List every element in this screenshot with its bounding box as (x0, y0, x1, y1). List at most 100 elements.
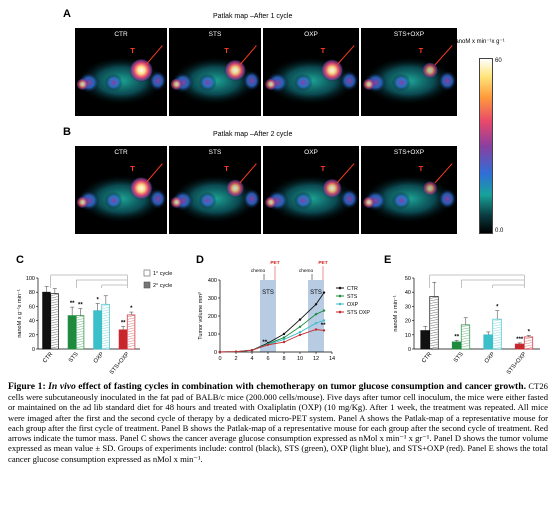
y-axis-label: nanoM x min⁻¹ (393, 295, 399, 331)
data-point (282, 336, 286, 339)
bar-hatch (461, 342, 470, 345)
bar-hatch (51, 323, 58, 326)
panel-b-title: Patlak map –After 2 cycle (213, 131, 293, 138)
pet-group-label: CTR (114, 31, 128, 38)
bar-hatch (493, 344, 501, 347)
bar-hatch (51, 298, 58, 301)
bar-sts-oxp-1 (118, 329, 128, 350)
data-point (322, 329, 326, 332)
bar-sts-oxp-1 (514, 343, 525, 350)
pet-label: PET (318, 260, 327, 266)
pet-image-a-4: STS+OXP T (361, 28, 457, 116)
x-tick-label: 0 (218, 356, 221, 362)
bar-hatch (102, 322, 109, 324)
bar-hatch (51, 328, 58, 331)
significance-mark: ** (321, 323, 326, 329)
data-point (322, 319, 326, 322)
y-tick-label: 100 (208, 332, 217, 338)
comparison-bracket (461, 279, 525, 288)
bar-hatch (76, 325, 84, 328)
bar-hatch (51, 308, 58, 311)
bar-hatch (524, 344, 533, 347)
bar-hatch (51, 333, 58, 336)
bar-hatch (430, 309, 438, 312)
bar-hatch (102, 337, 109, 339)
panel-d-letter: D (196, 254, 204, 266)
pet-scan-rendering (264, 163, 359, 224)
tumor-marker: T (418, 45, 424, 55)
tumor-marker: T (224, 163, 229, 173)
bar-hatch (430, 314, 438, 317)
bar-hatch (430, 319, 438, 322)
pet-group-label: CTR (114, 149, 128, 156)
bar-hatch (102, 324, 109, 327)
fasting-interval (260, 280, 276, 352)
data-point (234, 350, 238, 353)
y-axis-label: Tumor volume mm³ (198, 292, 204, 340)
bar-hatch (102, 319, 109, 322)
bar-hatch (493, 341, 501, 344)
data-point (298, 318, 302, 321)
x-tick-label: STS+OXP (109, 351, 131, 376)
bar-hatch (524, 347, 533, 350)
bar-hatch (430, 344, 438, 347)
significance-mark: ** (454, 334, 459, 340)
bar-hatch (102, 339, 109, 342)
caption-title: effect of fasting cycles in combination … (78, 381, 526, 392)
significance-mark: * (528, 330, 531, 336)
series-line-sts-oxp (219, 329, 325, 353)
bar-hatch (430, 296, 438, 299)
bar-hatch (51, 338, 58, 341)
data-point (298, 331, 302, 334)
pet-image-a-3: OXP T (263, 28, 359, 116)
pet-scan-rendering (76, 45, 167, 106)
bar-hatch (51, 303, 58, 306)
x-tick-label: 6 (266, 356, 269, 362)
legend-label: STS OXP (347, 310, 370, 316)
bar-hatch (524, 337, 533, 340)
bar-hatch (102, 342, 109, 344)
data-point (314, 328, 318, 331)
bar-hatch (430, 326, 438, 329)
data-point (314, 313, 318, 316)
bar-sts-1 (67, 315, 77, 350)
bar-hatch (430, 321, 438, 324)
bar-hatch (493, 321, 501, 324)
x-tick-label: CTR (421, 351, 433, 364)
fasting-label: STS (310, 290, 322, 296)
bar-hatch (127, 315, 135, 318)
y-axis-label: nanoM x g⁻¹x min⁻¹ (17, 289, 23, 337)
y-tick-label: 10 (405, 333, 411, 339)
tumor-marker: T (320, 163, 326, 173)
bar-hatch (430, 346, 438, 349)
panel-c-letter: C (16, 254, 24, 266)
bar-hatch (461, 335, 470, 338)
bar-hatch (76, 323, 84, 326)
x-tick-label: 8 (282, 356, 285, 362)
legend-marker (338, 294, 342, 298)
data-point (218, 350, 222, 354)
comparison-bracket (492, 284, 525, 288)
bar-hatch (493, 346, 501, 349)
bar-hatch (76, 338, 84, 341)
pet-image-b-2: STS T (169, 146, 261, 234)
bar-hatch (461, 332, 470, 335)
pet-scan-rendering (170, 163, 261, 224)
bar-hatch (127, 330, 135, 333)
bar-hatch (493, 334, 501, 337)
panel-a-letter: A (63, 8, 71, 20)
bar-hatch (493, 331, 501, 334)
bar-hatch (430, 304, 438, 307)
bar-hatch (76, 315, 84, 318)
bar-hatch (51, 313, 58, 316)
significance-mark: * (496, 305, 499, 311)
comparison-bracket (429, 274, 525, 288)
legend-marker (338, 286, 342, 290)
pet-scan-rendering (362, 45, 457, 106)
tumor-marker: T (130, 163, 135, 173)
bar-hatch (461, 337, 470, 340)
x-tick-label: OXP (93, 351, 106, 364)
panel-e-letter: E (384, 254, 392, 266)
